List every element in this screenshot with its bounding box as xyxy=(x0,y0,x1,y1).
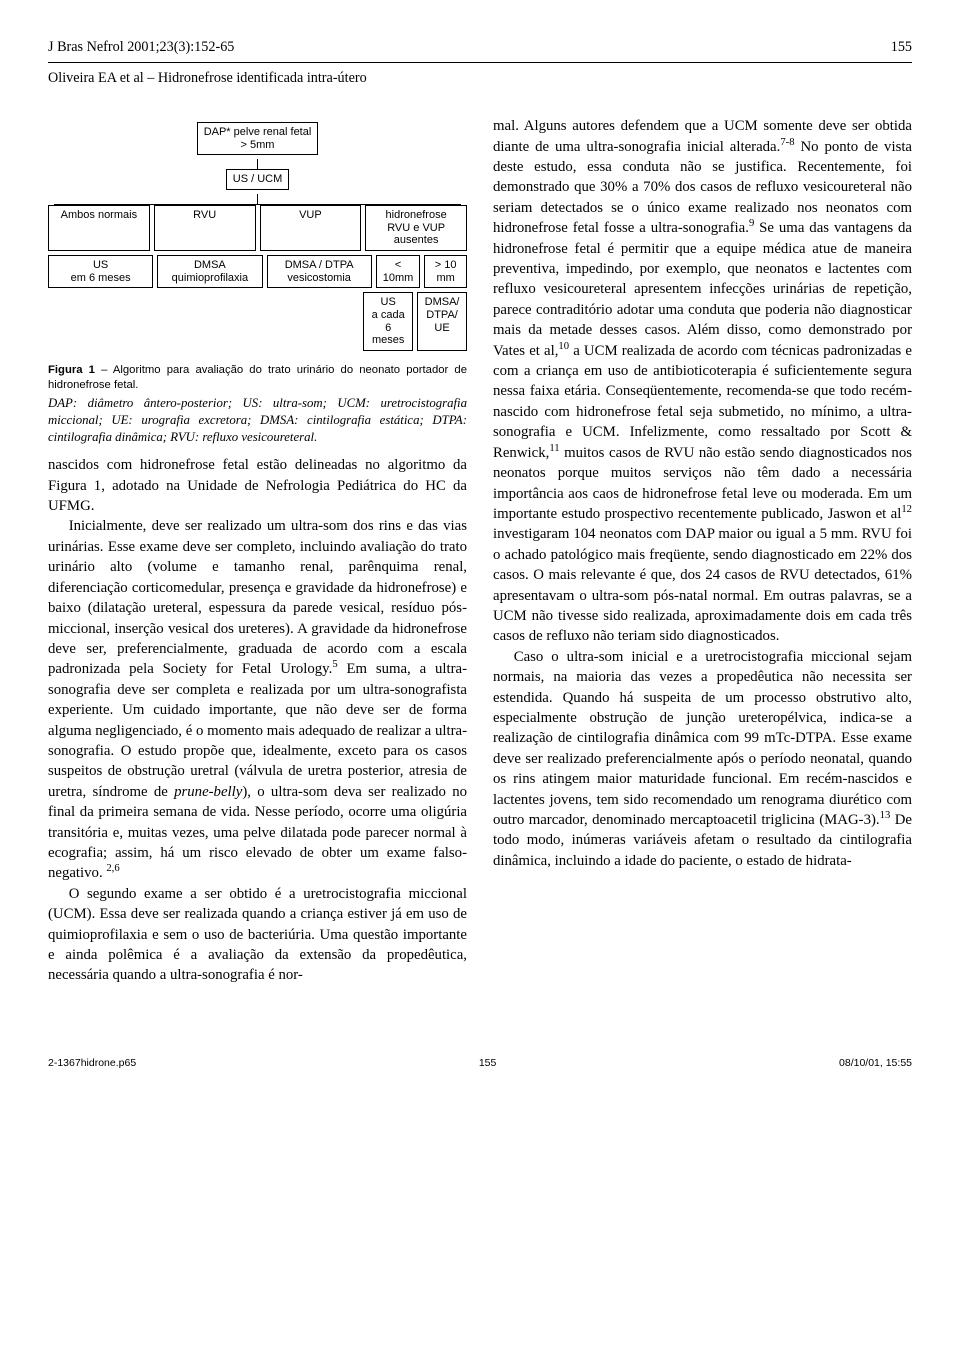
figure-legend: DAP: diâmetro ântero-posterior; US: ultr… xyxy=(48,395,467,445)
fc-b2-bot-l2: vesicostomia xyxy=(287,272,351,284)
fc-b3-top: hidronefrose RVU e VUP ausentes xyxy=(365,205,467,251)
right-column: mal. Alguns autores defendem que a UCM s… xyxy=(493,116,912,986)
rp1f: investigaram 104 neonatos com DAP maior … xyxy=(493,526,912,644)
fc-b3-left-out-l2: a cada 6 meses xyxy=(372,309,405,346)
journal-ref: J Bras Nefrol 2001;23(3):152-65 xyxy=(48,38,234,58)
right-p2: Caso o ultra-som inicial e a uretrocisto… xyxy=(493,647,912,871)
left-p2-em: prune-belly xyxy=(174,784,242,800)
fc-b0-top: Ambos normais xyxy=(48,205,150,251)
sup: 2,6 xyxy=(106,863,119,874)
rp1e: muitos casos de RVU não estão sendo diag… xyxy=(493,445,912,522)
fc-b3-right-out: DMSA/ DTPA/ UE xyxy=(417,292,467,351)
fc-b3-top-l1: hidronefrose xyxy=(386,209,447,221)
fc-b2-bot-l1: DMSA / DTPA xyxy=(285,259,354,271)
left-p1: nascidos com hidronefrose fetal estão de… xyxy=(48,455,467,516)
fc-b3-left-out-l1: US xyxy=(381,296,396,308)
sup: 11 xyxy=(549,443,559,454)
left-p2b: Em suma, a ultra-sonografia deve ser com… xyxy=(48,661,467,799)
fc-b1-top: RVU xyxy=(154,205,256,251)
sup: 10 xyxy=(558,341,569,352)
left-p2: Inicialmente, deve ser realizado um ultr… xyxy=(48,516,467,883)
fc-b3-finalwrap: US a cada 6 meses DMSA/ DTPA/ UE xyxy=(363,292,467,351)
fc-root: DAP* pelve renal fetal > 5mm xyxy=(197,122,319,155)
connector xyxy=(257,159,258,169)
connector xyxy=(257,194,258,204)
fc-root-l1: DAP* pelve renal fetal xyxy=(204,126,312,138)
fc-branches-top: Ambos normais RVU VUP hidronefrose RVU e… xyxy=(48,205,467,251)
figure-caption-rest: – Algoritmo para avaliação do trato urin… xyxy=(48,364,467,391)
article-subtitle: Oliveira EA et al – Hidronefrose identif… xyxy=(48,69,912,89)
figure-1: DAP* pelve renal fetal > 5mm US / UCM Am… xyxy=(48,116,467,445)
fc-b3-subright: > 10 mm xyxy=(424,255,467,288)
fc-b1-bot-l1: DMSA xyxy=(194,259,226,271)
figure-caption-bold: Figura 1 xyxy=(48,364,95,376)
fc-b0-bot-l2: em 6 meses xyxy=(71,272,131,284)
rp2a: Caso o ultra-som inicial e a uretrocisto… xyxy=(493,649,912,828)
running-header: J Bras Nefrol 2001;23(3):152-65 155 xyxy=(48,38,912,58)
page-number: 155 xyxy=(891,38,912,58)
fc-branches-final: US a cada 6 meses DMSA/ DTPA/ UE xyxy=(48,292,467,351)
header-rule xyxy=(48,62,912,63)
footer-center: 155 xyxy=(479,1056,497,1070)
fc-b3-top-l2: RVU e VUP ausentes xyxy=(387,222,445,247)
left-p2a: Inicialmente, deve ser realizado um ultr… xyxy=(48,518,467,677)
fc-root-l2: > 5mm xyxy=(241,139,275,151)
sup: 13 xyxy=(880,810,891,821)
body-columns: DAP* pelve renal fetal > 5mm US / UCM Am… xyxy=(48,116,912,986)
fc-b3-left-out: US a cada 6 meses xyxy=(363,292,413,351)
fc-step2: US / UCM xyxy=(226,169,290,190)
fc-branches-bottom: US em 6 meses DMSA quimioprofilaxia DMSA… xyxy=(48,255,467,288)
left-column: DAP* pelve renal fetal > 5mm US / UCM Am… xyxy=(48,116,467,986)
fc-b1-bot-l2: quimioprofilaxia xyxy=(172,272,248,284)
fc-b0-bot-l1: US xyxy=(93,259,108,271)
figure-caption: Figura 1 – Algoritmo para avaliação do t… xyxy=(48,363,467,394)
page-footer: 2-1367hidrone.p65 155 08/10/01, 15:55 xyxy=(48,1056,912,1070)
fc-b1-bot: DMSA quimioprofilaxia xyxy=(157,255,262,288)
sup: 7-8 xyxy=(780,137,794,148)
fc-b3-subleft: < 10mm xyxy=(376,255,421,288)
left-p3: O segundo exame a ser obtido é a uretroc… xyxy=(48,884,467,986)
fc-b2-bot: DMSA / DTPA vesicostomia xyxy=(267,255,372,288)
fc-b0-bot: US em 6 meses xyxy=(48,255,153,288)
footer-left: 2-1367hidrone.p65 xyxy=(48,1056,136,1070)
fc-b2-top: VUP xyxy=(260,205,362,251)
fc-b3-subwrap: < 10mm > 10 mm xyxy=(376,255,467,288)
rp1c: Se uma das vantagens da hidronefrose fet… xyxy=(493,220,912,358)
flowchart: DAP* pelve renal fetal > 5mm US / UCM Am… xyxy=(48,116,467,355)
right-p1: mal. Alguns autores defendem que a UCM s… xyxy=(493,116,912,647)
sup: 12 xyxy=(901,504,912,515)
footer-right: 08/10/01, 15:55 xyxy=(839,1056,912,1070)
